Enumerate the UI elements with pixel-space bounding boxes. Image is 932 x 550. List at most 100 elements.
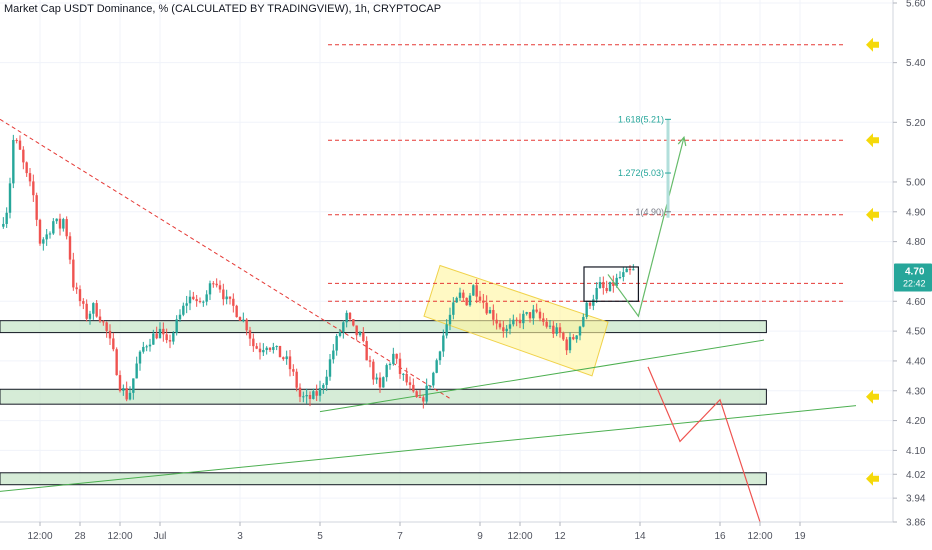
candle-body — [332, 350, 335, 360]
candle-body — [522, 313, 525, 324]
candle-body — [432, 372, 435, 386]
candle-body — [545, 321, 548, 327]
candle-body — [485, 302, 488, 314]
candle-body — [58, 218, 62, 229]
yellow-arrow-icon — [866, 389, 879, 404]
candle-body — [622, 272, 625, 278]
candle-body — [455, 297, 458, 303]
candle-body — [278, 345, 282, 358]
candle-body — [518, 319, 522, 324]
candle-body — [562, 332, 565, 340]
candle-body — [322, 384, 325, 388]
candle-body — [48, 233, 52, 235]
candle-body — [92, 303, 95, 314]
candle-body — [245, 319, 248, 331]
candle-body — [228, 296, 232, 299]
candle-body — [75, 287, 78, 290]
candle-body — [338, 331, 342, 336]
fib-label: 1.272(5.03) — [618, 168, 664, 178]
candle-body — [628, 268, 632, 271]
candle-body — [128, 392, 132, 400]
candle-body — [28, 173, 32, 182]
candle-body — [535, 309, 538, 312]
x-tick-label: Jul — [154, 531, 167, 542]
candle-body — [138, 351, 142, 364]
candle-body — [335, 335, 338, 351]
candle-body — [362, 332, 365, 342]
candle-body — [208, 283, 212, 295]
y-tick-label: 4.80 — [906, 237, 926, 248]
candle-body — [175, 319, 178, 333]
x-tick-label: 12 — [554, 531, 566, 542]
candle-body — [192, 296, 195, 300]
candle-body — [548, 325, 552, 327]
current-price-label: 4.70 — [905, 266, 925, 277]
candle-body — [395, 353, 398, 359]
candle-body — [55, 218, 58, 222]
candle-body — [52, 221, 55, 234]
candle-body — [248, 330, 252, 339]
candle-body — [118, 375, 122, 391]
candle-body — [618, 277, 622, 279]
projection-arrowhead — [677, 135, 687, 147]
candle-body — [602, 281, 605, 288]
x-tick-label: 12:00 — [507, 531, 532, 542]
candle-body — [202, 301, 205, 303]
candle-body — [292, 369, 295, 372]
candle-body — [165, 334, 168, 341]
candle-body — [232, 298, 235, 306]
candle-body — [222, 289, 225, 300]
candle-body — [425, 385, 428, 402]
candle-body — [415, 391, 418, 397]
candle-body — [568, 337, 572, 351]
x-tick-label: 5 — [317, 531, 323, 542]
candle-body — [472, 285, 475, 296]
candle-body — [402, 373, 405, 375]
x-tick-label: 12:00 — [107, 531, 132, 542]
candle-body — [388, 363, 392, 366]
candle-body — [85, 303, 88, 319]
candle-body — [352, 319, 355, 326]
candle-body — [492, 310, 495, 320]
downtrend-line — [0, 118, 453, 401]
y-tick-label: 5.40 — [906, 58, 926, 69]
candle-body — [82, 301, 85, 304]
candle-body — [508, 324, 512, 329]
candle-body — [378, 377, 382, 388]
consolidation-box — [583, 266, 640, 302]
candle-body — [158, 328, 162, 339]
candle-body — [328, 359, 332, 377]
candle-body — [88, 313, 92, 319]
candle-body — [565, 339, 568, 351]
candle-body — [345, 312, 348, 323]
candle-body — [262, 350, 265, 353]
candle-body — [132, 378, 135, 393]
candle-body — [325, 376, 328, 385]
support-zone — [0, 472, 767, 486]
candle-body — [615, 277, 618, 287]
x-tick-label: 14 — [634, 531, 646, 542]
yellow-arrow-icon — [866, 471, 879, 486]
candle-body — [468, 295, 472, 306]
y-tick-label: 4.02 — [906, 470, 926, 481]
candle-body — [528, 312, 532, 319]
uptrend-line — [0, 405, 857, 492]
current-price-countdown: 22:42 — [903, 278, 926, 288]
candle-body — [235, 305, 238, 318]
candle-body — [42, 239, 45, 244]
candle-body — [385, 365, 388, 378]
candle-body — [125, 388, 128, 400]
candle-body — [242, 319, 245, 321]
candle-body — [65, 219, 68, 237]
y-tick-label: 3.94 — [906, 494, 926, 505]
candle-body — [382, 377, 385, 388]
y-tick-label: 4.50 — [906, 327, 926, 338]
candle-body — [115, 349, 118, 376]
x-tick-label: 19 — [794, 531, 806, 542]
candle-body — [305, 395, 308, 397]
candle-body — [142, 346, 145, 352]
x-tick-label: 12:00 — [747, 531, 772, 542]
y-tick-label: 4.20 — [906, 416, 926, 427]
candle-body — [15, 139, 18, 141]
